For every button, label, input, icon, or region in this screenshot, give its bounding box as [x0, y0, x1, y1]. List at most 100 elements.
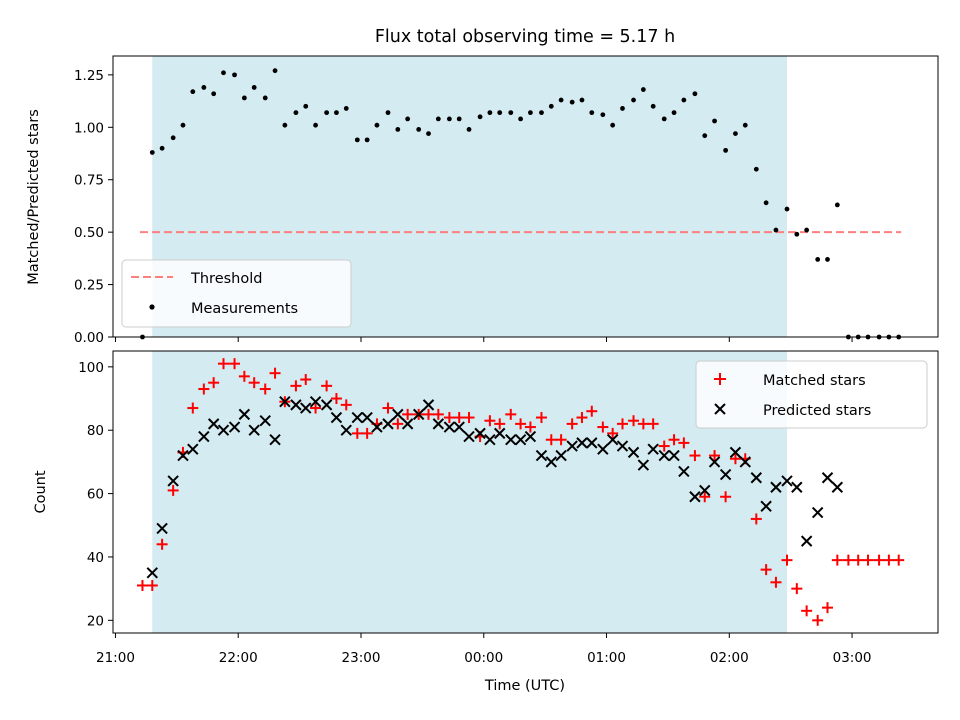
measurement-point [661, 116, 667, 122]
top-y-axis-label: Matched/Predicted stars [26, 109, 42, 285]
measurement-point [763, 200, 769, 206]
matched-star-point [709, 450, 721, 462]
matched-star-point [146, 579, 158, 591]
top-axes-frame [112, 55, 939, 338]
predicted-star-point [198, 430, 210, 443]
predicted-star-point [453, 421, 465, 433]
matched-star-point [842, 554, 854, 566]
matched-star-point [893, 554, 905, 566]
matched-star-point [392, 418, 404, 430]
predicted-star-point [401, 418, 414, 430]
measurement-point [569, 99, 575, 105]
measurement-point [712, 118, 717, 124]
predicted-star-point [217, 424, 230, 436]
legend-matched-label: Matched stars [763, 373, 866, 389]
bottom-observing-span [152, 351, 787, 633]
measurement-point [364, 137, 370, 143]
matched-star-point [801, 605, 813, 617]
top-y-tick-label: 0.00 [74, 330, 104, 346]
predicted-star-point [689, 491, 701, 503]
matched-star-point [321, 380, 333, 392]
measurement-point [313, 122, 318, 128]
measurement-point [834, 202, 840, 208]
measurement-point [251, 85, 257, 90]
matched-star-point [217, 358, 229, 370]
predicted-star-point [392, 408, 404, 421]
predicted-star-point [290, 399, 302, 411]
predicted-star-point [269, 434, 281, 446]
measurement-point [723, 147, 729, 153]
predicted-star-point [412, 408, 425, 421]
matched-star-point [340, 399, 352, 411]
measurement-point [282, 122, 288, 128]
top-y-tick-label: 0.50 [74, 225, 104, 241]
measurement-point [416, 126, 422, 132]
predicted-star-point [361, 411, 373, 424]
legend-predicted-label: Predicted stars [763, 403, 871, 419]
bottom-x-tick-label: 03:00 [833, 650, 872, 666]
predicted-star-point [238, 408, 251, 421]
matched-star-point [781, 554, 793, 566]
measurement-point [232, 72, 237, 78]
matched-star-point [229, 358, 241, 370]
predicted-star-point [616, 440, 629, 452]
measurement-point [589, 110, 595, 116]
measurement-point [508, 110, 514, 116]
predicted-star-point [708, 456, 721, 468]
matched-star-point [628, 415, 640, 427]
bottom-axes-frame [112, 350, 939, 634]
legend-threshold-label: Threshold [190, 271, 262, 287]
measurement-point [221, 70, 226, 76]
measurement-point [487, 110, 493, 116]
predicted-star-point [167, 475, 179, 487]
measurement-point [395, 126, 401, 132]
measurement-point [477, 114, 483, 120]
predicted-star-point [320, 399, 333, 411]
matched-star-point [187, 402, 199, 414]
bottom-legend: Matched stars Predicted stars [695, 360, 928, 429]
predicted-star-point [831, 481, 844, 493]
measurement-point [497, 110, 503, 116]
predicted-star-point [678, 465, 690, 478]
matched-star-point [432, 408, 444, 420]
measurement-point [334, 110, 339, 116]
predicted-star-point [309, 395, 322, 408]
predicted-star-point [545, 456, 557, 468]
matched-star-point [330, 393, 342, 405]
predicted-star-point [637, 459, 650, 471]
measurement-point [159, 145, 165, 151]
measurement-point [324, 110, 330, 116]
matched-star-point [831, 554, 843, 566]
matched-star-point [494, 418, 506, 430]
measurement-point [262, 95, 268, 101]
matched-star-point [463, 412, 475, 424]
bottom-x-tick-label: 02:00 [710, 650, 749, 666]
predicted-star-point [791, 481, 803, 493]
predicted-star-point [279, 395, 291, 408]
bottom-x-tick-label: 00:00 [464, 650, 503, 666]
top-y-ticks: 0.00 0.25 0.50 0.75 1.00 1.25 [74, 68, 113, 346]
matched-star-point [208, 377, 220, 389]
measurement-point [610, 122, 616, 128]
predicted-star-point [474, 427, 486, 440]
measurement-point [600, 112, 606, 118]
measurement-point [794, 231, 800, 237]
predicted-star-point [647, 443, 659, 455]
matched-star-point [167, 484, 179, 496]
measurement-point [435, 116, 441, 122]
predicted-star-point [535, 449, 548, 462]
predicted-star-point [463, 430, 475, 443]
measurement-point [170, 135, 176, 141]
predicted-star-point [658, 449, 670, 462]
measurement-point [548, 103, 554, 109]
measurement-point [446, 116, 452, 122]
measurement-point [539, 110, 544, 116]
measurement-point [804, 227, 810, 233]
top-y-tick-label: 1.00 [74, 120, 104, 136]
predicted-star-point [228, 421, 241, 433]
matched-star-point [198, 383, 210, 395]
measurement-point [190, 89, 196, 95]
matched-star-point [566, 418, 578, 430]
predicted-star-point [524, 430, 537, 443]
top-y-tick-label: 1.25 [74, 68, 104, 84]
